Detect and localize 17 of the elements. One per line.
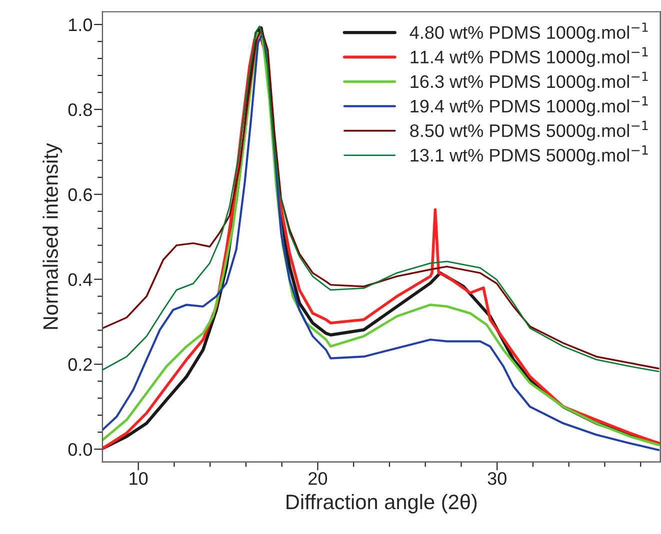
x-tick-label: 10	[130, 472, 148, 485]
legend-label: 11.4 wt% PDMS 1000g.mol$^{−1}$	[410, 47, 648, 68]
legend-label: 16.3 wt% PDMS 1000g.mol$^{−1}$	[410, 72, 648, 92]
y-tick-label: 0.8	[68, 103, 92, 116]
y-axis-title: Normalised intensity	[42, 143, 62, 329]
y-tick-label: 0.4	[68, 273, 92, 286]
y-tick-label: 1.0	[69, 18, 92, 32]
legend-label: 13.1 wt% PDMS 5000g.mol$^{−1}$	[410, 145, 648, 166]
y-tick-label: 0.2	[68, 358, 92, 371]
x-tick-label: 30	[488, 472, 506, 485]
y-tick-label: 0.6	[68, 188, 92, 202]
y-tick-label: 0.0	[68, 443, 92, 456]
legend-label: 8.50 wt% PDMS 5000g.mol$^{−1}$	[410, 120, 648, 141]
legend-label: 4.80 wt% PDMS 1000g.mol$^{−1}$	[410, 22, 648, 42]
legend-label: 19.4 wt% PDMS 1000g.mol$^{−1}$	[410, 96, 648, 116]
x-tick-label: 20	[308, 472, 328, 485]
x-axis-title: Diffraction angle (2θ)	[286, 494, 477, 514]
